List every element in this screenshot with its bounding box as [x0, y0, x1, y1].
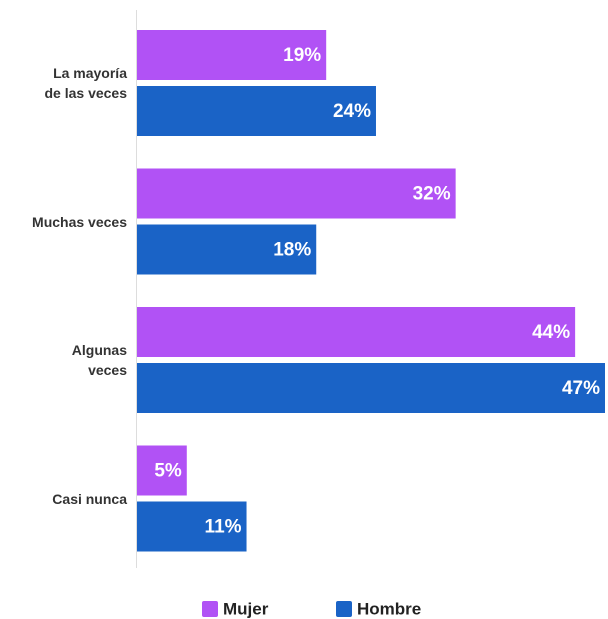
bar — [137, 86, 376, 136]
bar — [137, 501, 247, 552]
value-label: 44% — [532, 322, 570, 343]
bar — [137, 445, 187, 496]
bar — [137, 363, 605, 413]
value-label: 19% — [283, 45, 321, 66]
value-label: 47% — [562, 378, 600, 399]
value-label: 18% — [273, 240, 311, 261]
value-label: 11% — [205, 517, 242, 538]
value-label: 32% — [413, 184, 451, 205]
legend-label: Hombre — [357, 599, 421, 618]
bar — [137, 30, 327, 80]
category-label: Muchas veces — [32, 213, 127, 230]
value-label: 5% — [154, 461, 182, 482]
legend-swatch — [336, 601, 352, 617]
bar — [137, 168, 456, 219]
bar — [137, 307, 576, 357]
legend-label: Mujer — [223, 599, 269, 618]
category-label: Casi nunca — [52, 490, 127, 507]
category-label: Algunas veces — [71, 342, 127, 378]
category-label: La mayoría de las veces — [44, 65, 127, 101]
bar — [137, 224, 317, 275]
value-label: 24% — [333, 101, 371, 122]
legend-swatch — [202, 601, 218, 617]
